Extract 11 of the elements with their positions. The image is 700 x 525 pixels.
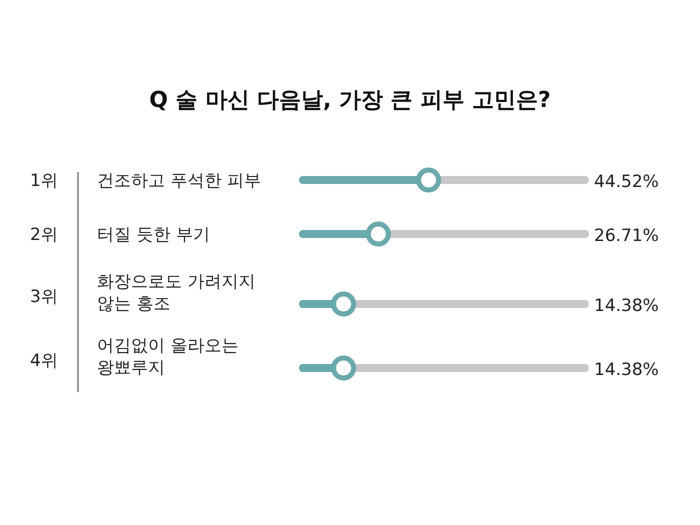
data-label: 44.52% <box>594 172 659 192</box>
y-tick-label: 건조하고 푸석한 피부 <box>97 171 261 191</box>
y-tick-label: 어김없이 올라오는 왕뾰루지 <box>97 336 238 378</box>
y-tick-label: 화장으로도 가려지지 않는 홍조 <box>97 272 256 314</box>
data-label: 26.71% <box>594 226 659 246</box>
y-tick-label: 터질 듯한 부기 <box>97 225 210 245</box>
text: 3위 <box>30 287 58 307</box>
chart-title: Q 술 마신 다음날, 가장 큰 피부 고민은? <box>149 88 551 113</box>
data-label: 14.38% <box>594 360 659 380</box>
data-label: 14.38% <box>594 296 659 316</box>
text: 4위 <box>30 351 58 371</box>
